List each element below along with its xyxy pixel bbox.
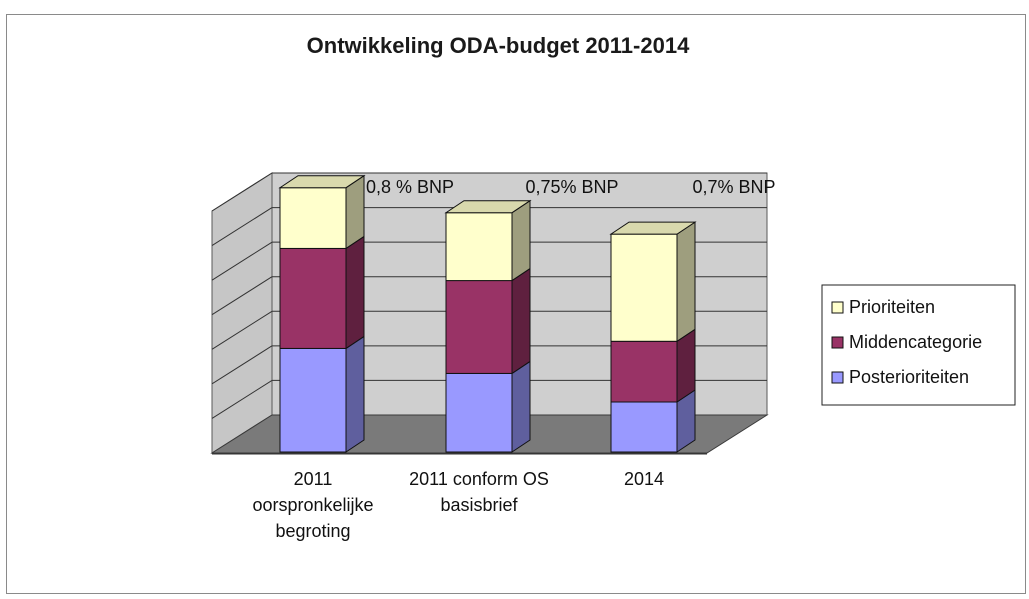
bar-segment <box>445 372 513 453</box>
bar-segment <box>610 340 678 403</box>
bar-segment <box>445 212 513 282</box>
bar-top <box>444 200 532 214</box>
bar-side <box>676 221 696 343</box>
bar-segment <box>445 280 513 374</box>
bar-side <box>345 235 365 350</box>
category-label: basisbrief <box>440 495 518 515</box>
gridline-side <box>211 276 273 316</box>
category-label: 2011 conform OS <box>409 469 549 489</box>
category-label: begroting <box>275 521 350 541</box>
annotation-label: 0,8 % BNP <box>366 177 454 197</box>
gridline-side <box>211 345 273 385</box>
chart-svg: 2011 oorspronkelijke begroting 2011 conform… <box>210 33 1016 541</box>
bar-side <box>511 199 531 282</box>
bar-segment <box>279 347 347 453</box>
side-wall <box>211 172 273 454</box>
bar-segment <box>279 187 347 249</box>
bar-top <box>609 221 697 235</box>
bar-segment <box>610 233 678 342</box>
legend-label: Prioriteiten <box>849 297 935 317</box>
gridline-side <box>211 241 273 281</box>
chart-title: Ontwikkeling ODA-budget 2011-2014 <box>307 33 690 58</box>
chart-frame: 2011 oorspronkelijke begroting 2011 conform… <box>6 14 1026 594</box>
legend-label: Posterioriteiten <box>849 367 969 387</box>
legend-swatch <box>831 371 844 384</box>
category-label: 2011 <box>294 469 333 489</box>
bar-segment <box>279 247 347 349</box>
annotation-label: 0,75% BNP <box>525 177 618 197</box>
bar-top <box>278 175 366 189</box>
category-label: oorspronkelijke <box>252 495 373 515</box>
legend-swatch <box>831 301 844 314</box>
chart-bars <box>278 174 697 453</box>
gridline-side <box>211 172 273 212</box>
annotation-label: 0,7% BNP <box>692 177 775 197</box>
bar-side <box>511 267 531 375</box>
chart-legend: Prioriteiten Middencategorie Posterioritei… <box>821 284 1016 406</box>
gridline-side <box>211 310 273 350</box>
chart-labels: 2011 oorspronkelijke begroting 2011 conform… <box>252 177 775 541</box>
bar-segment <box>610 401 678 453</box>
bar-side <box>511 360 531 453</box>
bar-side <box>345 335 365 453</box>
legend-swatch <box>831 336 844 349</box>
legend-box <box>821 284 1016 406</box>
legend-label: Middencategorie <box>849 332 982 352</box>
bar-side <box>345 174 365 250</box>
gridline-side <box>211 380 273 419</box>
gridline-side <box>211 207 273 246</box>
category-label: 2014 <box>624 469 664 489</box>
bar-side <box>676 328 696 403</box>
